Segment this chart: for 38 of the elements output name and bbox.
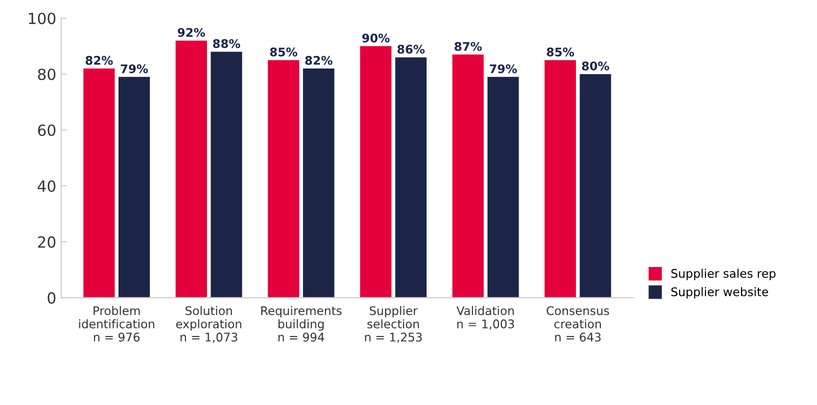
data-label: 86% [398,44,425,54]
bar [268,60,300,298]
bar [210,52,242,298]
legend-label: Supplier website [671,287,768,299]
x-tick-label: Consensus creation n = 643 [546,306,610,342]
x-tick-label: Problem identification n = 976 [79,306,154,342]
y-tick-label: 20 [38,236,56,248]
bar [452,54,484,298]
data-label: 90% [362,34,390,42]
bar [395,57,427,298]
bar [176,40,207,298]
y-tick-label: 40 [38,180,56,192]
legend-label: Supplier sales rep [671,268,776,280]
data-label: 88% [213,39,240,48]
data-label: 79% [120,64,148,74]
data-label: 79% [490,64,517,74]
bar [360,46,392,298]
data-label: 92% [178,28,206,37]
data-label: 85% [546,48,574,56]
x-tick-label: Validation n = 1,003 [456,306,514,330]
bar [302,68,334,298]
x-tick-label: Requirements building n = 994 [261,306,342,342]
data-label: 87% [454,42,482,51]
bar [580,74,612,298]
bar [544,60,576,298]
data-label: 82% [86,56,113,65]
y-tick-label: 0 [48,292,56,304]
data-label: 80% [582,62,610,70]
data-label: 85% [270,48,298,56]
bar [487,76,519,298]
y-tick-label: 60 [38,124,56,136]
x-tick-label: Supplier selection n = 1,253 [365,306,422,343]
data-label: 82% [305,56,332,65]
bar [118,76,150,298]
bar [83,68,115,298]
y-tick-label: 100 [28,12,56,24]
x-tick-label: Solution exploration n = 1,073 [176,306,242,343]
y-tick-label: 80 [38,68,56,80]
